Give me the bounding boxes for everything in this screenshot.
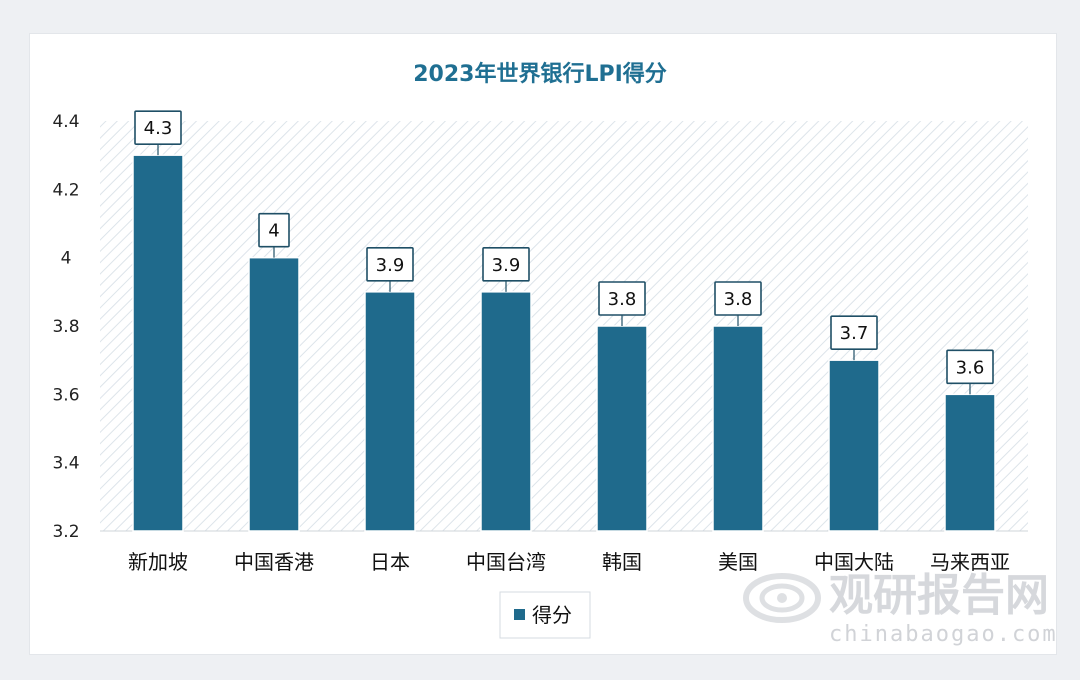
- watermark-en: chinabaogao.com: [829, 622, 1058, 647]
- x-category-label: 韩国: [602, 550, 642, 574]
- y-tick-label: 3.6: [52, 385, 79, 405]
- legend: 得分: [499, 591, 591, 639]
- data-label: 3.7: [840, 323, 869, 344]
- bar: [596, 325, 648, 532]
- y-tick-label: 3.4: [52, 454, 79, 474]
- data-label: 3.9: [376, 255, 405, 276]
- x-category-label: 中国大陆: [814, 550, 894, 574]
- x-axis: 新加坡 中国香港 日本 中国台湾 韩国 美国 中国大陆 马来西亚: [128, 550, 1010, 574]
- watermark: 观研报告网 chinabaogao.com: [743, 570, 1058, 647]
- data-label: 3.6: [956, 357, 985, 378]
- watermark-cn: 观研报告网: [829, 570, 1049, 621]
- y-tick-label: 3.2: [52, 522, 79, 542]
- bar: [828, 359, 880, 532]
- data-label: 3.8: [724, 289, 753, 310]
- bar: [248, 256, 300, 532]
- y-tick-label: 4.2: [52, 180, 79, 200]
- y-tick-label: 4: [61, 249, 72, 269]
- bar: [480, 291, 532, 532]
- y-tick-label: 4.4: [52, 112, 79, 132]
- x-category-label: 美国: [718, 550, 758, 574]
- bar: [944, 393, 996, 532]
- data-label: 4: [268, 221, 279, 242]
- x-category-label: 新加坡: [128, 550, 188, 574]
- x-category-label: 中国台湾: [466, 550, 546, 574]
- plot-area: [100, 121, 1028, 531]
- data-label-box: [366, 247, 414, 282]
- legend-swatch: [514, 609, 525, 620]
- data-labels-group: 4.3 4 3.9 3.9 3.8 3.8 3.7 3.6: [134, 110, 994, 395]
- bar: [712, 325, 764, 532]
- bars-group: [132, 154, 996, 532]
- data-label: 4.3: [144, 118, 173, 139]
- bar: [364, 291, 416, 532]
- x-category-label: 马来西亚: [930, 550, 1010, 574]
- data-label: 3.9: [492, 255, 521, 276]
- x-category-label: 中国香港: [234, 550, 314, 574]
- data-label: 3.8: [608, 289, 637, 310]
- chart-title: 2023年世界银行LPI得分: [413, 61, 667, 87]
- y-tick-label: 3.8: [52, 317, 79, 337]
- data-label-box: [482, 247, 530, 282]
- data-label-box: [134, 110, 182, 145]
- watermark-logo-icon: [743, 573, 821, 623]
- x-category-label: 日本: [370, 550, 410, 574]
- bar: [132, 154, 184, 532]
- legend-label: 得分: [532, 603, 572, 627]
- y-axis: 3.2 3.4 3.6 3.8 4 4.2 4.4: [52, 112, 79, 542]
